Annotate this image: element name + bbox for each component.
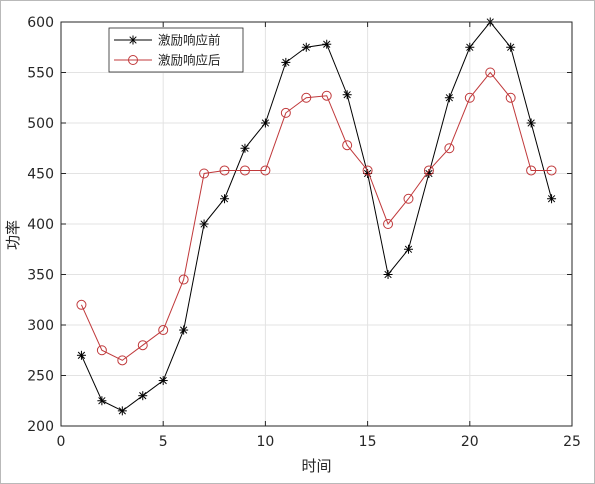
data-point xyxy=(342,90,352,100)
data-point xyxy=(117,355,128,366)
data-point xyxy=(444,143,455,154)
data-point xyxy=(260,165,271,176)
y-tick-label: 250 xyxy=(27,369,54,385)
tick-labels: 0 5 10 15 20 25 200 250 300 350 400 450 500 550 600 xyxy=(27,15,581,450)
data-point xyxy=(403,193,414,204)
series-2 xyxy=(76,67,557,366)
y-tick-label: 450 xyxy=(27,167,54,183)
data-point xyxy=(403,244,413,254)
data-point xyxy=(505,92,516,103)
data-point xyxy=(219,165,230,176)
data-point xyxy=(444,93,454,103)
data-point xyxy=(464,92,475,103)
x-tick-label: 25 xyxy=(563,434,581,450)
data-point xyxy=(199,219,209,229)
y-tick-label: 300 xyxy=(27,318,54,334)
data-point xyxy=(178,274,189,285)
y-tick-label: 400 xyxy=(27,217,54,233)
data-point xyxy=(362,165,373,176)
data-point xyxy=(179,325,189,335)
series-line xyxy=(80,21,553,412)
legend-box xyxy=(108,27,244,73)
legend-item: 激励响应前 xyxy=(114,33,221,48)
data-point xyxy=(383,270,393,279)
data-point xyxy=(485,67,496,78)
data-point xyxy=(546,165,557,176)
data-point xyxy=(280,107,291,118)
data-point xyxy=(465,42,475,52)
data-point xyxy=(117,406,127,416)
data-point xyxy=(526,118,536,128)
y-tick-label: 600 xyxy=(27,15,54,31)
data-point xyxy=(281,57,291,67)
data-point xyxy=(158,376,168,386)
x-tick-label: 10 xyxy=(256,434,274,450)
x-axis-label: 时间 xyxy=(301,457,331,475)
data-point xyxy=(76,350,86,360)
data-point xyxy=(137,340,148,351)
legend-label: 激励响应后 xyxy=(158,53,221,68)
data-point xyxy=(76,299,87,310)
data-point xyxy=(97,396,107,406)
x-tick-label: 20 xyxy=(461,434,479,450)
data-point xyxy=(506,42,516,52)
data-point xyxy=(383,219,394,229)
grid-lines xyxy=(61,22,572,426)
y-tick-label: 200 xyxy=(27,419,54,435)
y-tick-label: 550 xyxy=(27,66,54,82)
data-point xyxy=(526,165,537,176)
x-tick-label: 15 xyxy=(359,434,377,450)
data-point xyxy=(301,42,311,52)
legend-marker xyxy=(128,55,138,65)
data-point xyxy=(342,140,353,151)
data-point xyxy=(301,92,312,103)
ticks xyxy=(60,21,573,427)
x-tick-label: 5 xyxy=(159,434,168,450)
data-point xyxy=(260,118,270,128)
data-point xyxy=(239,165,250,176)
data-point xyxy=(96,345,107,356)
series-1 xyxy=(76,17,557,416)
data-point xyxy=(220,194,230,204)
legend-marker xyxy=(128,35,138,45)
data-point xyxy=(547,194,557,204)
series-layer xyxy=(76,17,557,416)
data-point xyxy=(240,143,250,153)
data-point xyxy=(322,39,332,49)
y-axis-label: 功率 xyxy=(4,220,22,250)
y-tick-label: 350 xyxy=(27,268,54,284)
data-point xyxy=(158,325,169,336)
x-tick-label: 0 xyxy=(57,434,66,450)
data-point xyxy=(138,391,148,401)
data-point xyxy=(199,168,210,179)
legend-label: 激励响应前 xyxy=(158,33,221,48)
legend-item: 激励响应后 xyxy=(114,53,221,68)
data-point xyxy=(423,165,434,176)
y-tick-label: 500 xyxy=(27,116,54,132)
data-point xyxy=(321,90,332,101)
